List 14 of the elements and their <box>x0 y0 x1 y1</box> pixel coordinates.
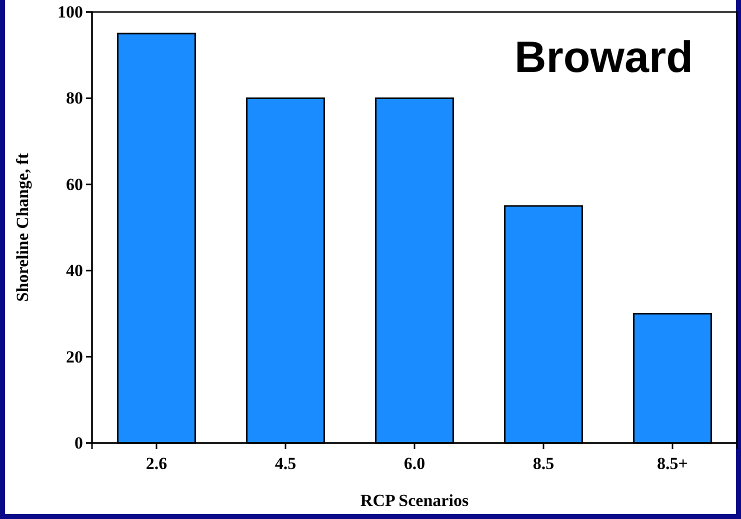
y-tick-label: 100 <box>58 2 83 22</box>
x-tick-label: 2.6 <box>146 454 168 473</box>
y-tick-label: 80 <box>66 88 83 108</box>
y-tick-label: 20 <box>66 347 83 366</box>
x-tick-label: 8.5+ <box>657 454 688 473</box>
annotation: Broward <box>514 33 693 82</box>
y-tick-label: 0 <box>74 433 83 452</box>
x-tick-label: 4.5 <box>274 454 296 473</box>
y-axis-title: Shoreline Change, ft <box>13 152 32 302</box>
x-tick-label: 6.0 <box>404 454 426 473</box>
x-axis-title: RCP Scenarios <box>360 491 469 510</box>
y-tick-label: 60 <box>66 174 83 194</box>
y-tick-label: 40 <box>66 261 83 280</box>
x-tick-label: 8.5 <box>532 454 554 473</box>
